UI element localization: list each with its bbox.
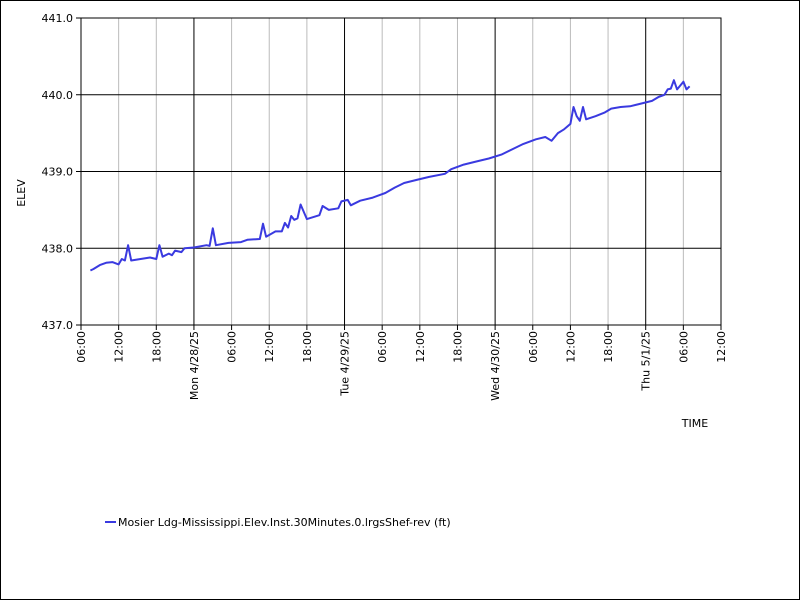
y-tick-label: 440.0 bbox=[42, 89, 74, 102]
x-tick-label: 12:00 bbox=[414, 331, 427, 363]
x-tick-label: 18:00 bbox=[602, 331, 615, 363]
x-tick-label: 12:00 bbox=[263, 331, 276, 363]
x-tick-label: 06:00 bbox=[376, 331, 389, 363]
y-tick-label: 438.0 bbox=[42, 242, 74, 255]
legend-label: Mosier Ldg-Mississippi.Elev.Inst.30Minut… bbox=[118, 516, 451, 529]
x-tick-label: Mon 4/28/25 bbox=[188, 331, 201, 400]
plot-frame bbox=[80, 17, 722, 326]
x-tick-label: 18:00 bbox=[150, 331, 163, 363]
x-tick-label: Wed 4/30/25 bbox=[489, 331, 502, 401]
x-tick-label: 06:00 bbox=[75, 331, 88, 363]
x-tick-label: 06:00 bbox=[527, 331, 540, 363]
x-axis-label: TIME bbox=[681, 417, 708, 430]
x-tick-label: Tue 4/29/25 bbox=[339, 331, 352, 397]
x-tick-label: 06:00 bbox=[226, 331, 239, 363]
x-tick-label: 12:00 bbox=[715, 331, 728, 363]
x-tick-label: 12:00 bbox=[564, 331, 577, 363]
series-line bbox=[89, 79, 691, 272]
y-tick-label: 439.0 bbox=[42, 166, 74, 179]
x-tick-label: 18:00 bbox=[451, 331, 464, 363]
x-tick-label: 12:00 bbox=[113, 331, 126, 363]
y-axis-label: ELEV bbox=[15, 179, 28, 207]
y-tick-label: 441.0 bbox=[42, 12, 74, 25]
y-tick-label: 437.0 bbox=[42, 319, 74, 332]
x-tick-label: 18:00 bbox=[301, 331, 314, 363]
x-tick-label: Thu 5/1/25 bbox=[640, 331, 653, 392]
x-tick-label: 06:00 bbox=[677, 331, 690, 363]
